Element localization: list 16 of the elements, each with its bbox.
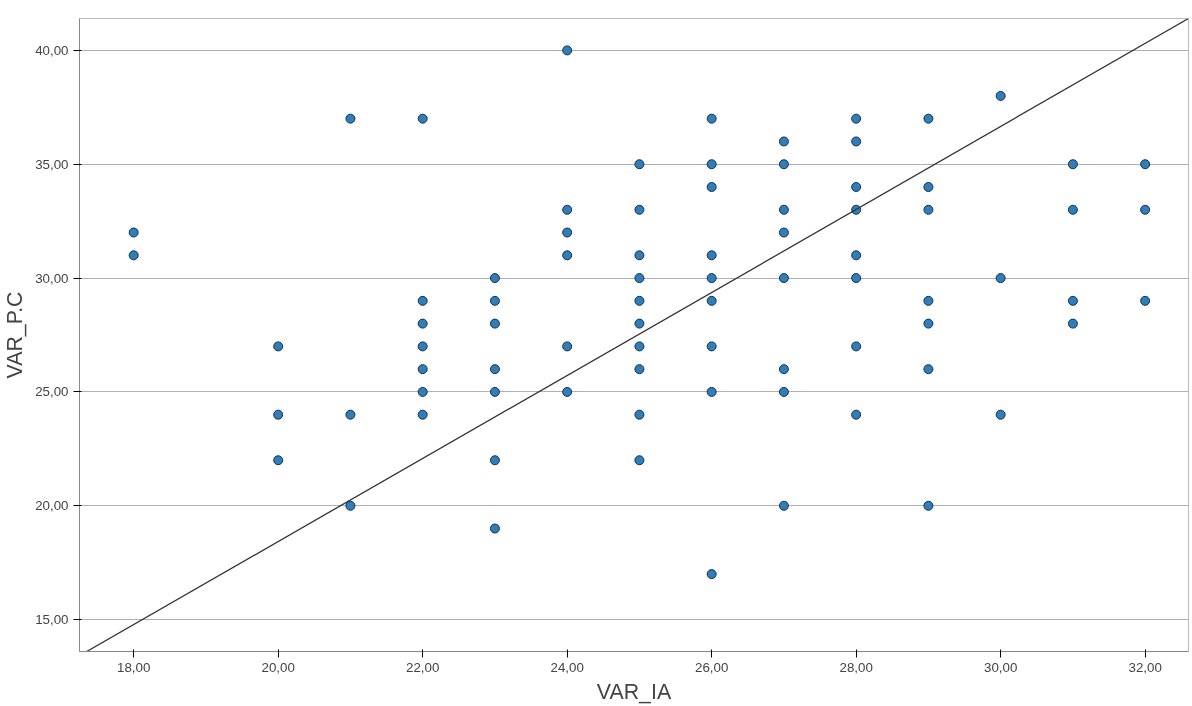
x-tick-label: 30,00 <box>983 659 1018 675</box>
y-axis-title: VAR_P.C <box>3 291 28 379</box>
x-axis-title: VAR_IA <box>596 679 672 704</box>
x-tick-label: 28,00 <box>839 659 873 675</box>
y-tick-label: 30,00 <box>35 270 69 286</box>
y-tick-label: 20,00 <box>35 498 69 514</box>
y-tick-label: 35,00 <box>35 156 69 172</box>
y-tick-label: 40,00 <box>35 42 69 58</box>
x-tick-label: 22,00 <box>406 659 440 675</box>
x-tick-label: 24,00 <box>550 659 584 675</box>
x-tick-label: 26,00 <box>694 659 729 675</box>
x-tick-label: 18,00 <box>117 659 151 675</box>
x-tick-label: 20,00 <box>261 659 295 675</box>
y-tick-label: 15,00 <box>35 612 69 628</box>
y-tick-label: 25,00 <box>35 384 69 400</box>
x-tick-label: 32,00 <box>1128 659 1162 675</box>
